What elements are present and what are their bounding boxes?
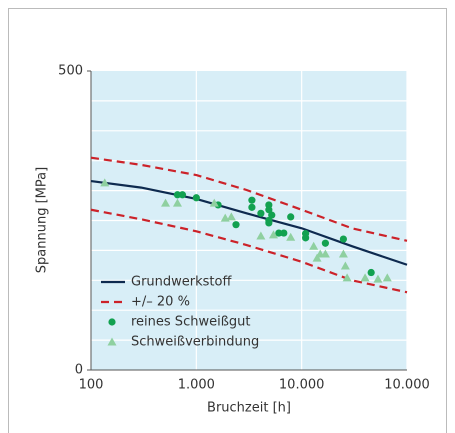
curve xyxy=(90,179,408,266)
lower-bound xyxy=(90,208,408,294)
circle-point xyxy=(173,191,182,199)
circle-point xyxy=(280,229,288,237)
triangle-point xyxy=(161,198,171,207)
circle-point xyxy=(302,234,310,242)
triangle-point xyxy=(268,230,278,239)
circle-point xyxy=(265,219,273,227)
circle-point xyxy=(257,209,265,217)
legend-label: +/– 20 % xyxy=(131,295,190,310)
triangle-point xyxy=(340,261,350,270)
y-tick-label: 500 xyxy=(58,64,83,79)
x-axis-label: Bruchzeit [h] xyxy=(207,401,291,416)
upper-bound xyxy=(90,156,408,242)
triangle-point xyxy=(256,231,266,240)
x-tick-label: 10.000 xyxy=(279,378,325,393)
x-tick-label: 100 xyxy=(79,378,104,393)
x-tick-label: 1.000 xyxy=(178,378,215,393)
triangle-point xyxy=(309,241,319,250)
circle-point xyxy=(321,239,329,247)
triangle-point xyxy=(360,273,370,282)
y-tick-label: 0 xyxy=(75,363,83,378)
triangle-point xyxy=(226,212,236,221)
circle-point xyxy=(232,221,240,229)
triangle-point xyxy=(286,232,296,241)
legend-symbol xyxy=(107,337,117,346)
y-axis-label: Spannung [MPa] xyxy=(35,167,50,273)
circle-point xyxy=(192,194,200,202)
legend-label: Schweißverbindung xyxy=(131,335,259,350)
x-tick-label: 10.000 xyxy=(384,378,430,393)
triangle-point xyxy=(320,249,330,258)
triangle-point xyxy=(342,273,352,282)
circle-point xyxy=(339,235,347,243)
legend-label: reines Schweißgut xyxy=(131,315,250,330)
circle-point xyxy=(268,211,276,219)
circle-point xyxy=(248,196,256,204)
triangle-point xyxy=(172,198,182,207)
circle-point xyxy=(275,229,283,237)
circle-point xyxy=(248,203,256,211)
triangle-point xyxy=(312,253,322,262)
triangle-point xyxy=(338,249,348,258)
triangle-point xyxy=(373,274,383,283)
circle-point xyxy=(265,206,273,214)
triangle-point xyxy=(100,178,110,187)
circle-point xyxy=(178,191,187,199)
triangle-point xyxy=(209,198,219,207)
triangle-point xyxy=(382,273,392,282)
legend-label: Grundwerkstoff xyxy=(131,275,232,290)
frame xyxy=(8,8,447,433)
circle-point xyxy=(287,213,295,221)
circle-point xyxy=(367,268,375,277)
legend-symbol xyxy=(108,318,116,326)
